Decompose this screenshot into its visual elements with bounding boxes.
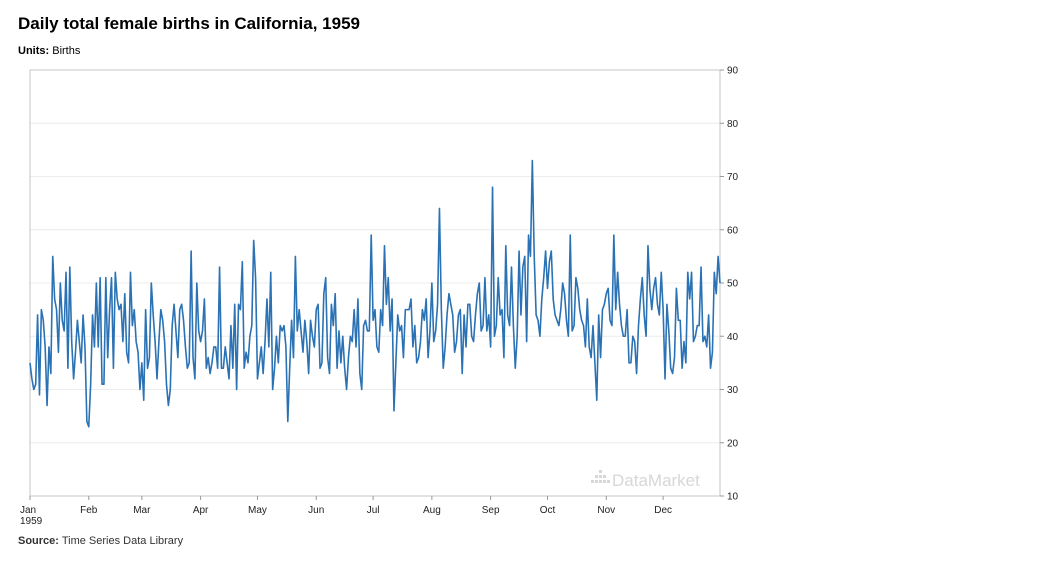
y-tick-label-10: 10 (727, 492, 739, 503)
y-tick-label-50: 50 (727, 279, 739, 290)
units-key: Units: (18, 45, 50, 57)
y-tick-label-90: 90 (727, 66, 739, 77)
x-tick-label-oct: Oct (540, 505, 556, 516)
series-group (29, 159, 721, 428)
source-value: Time Series Data Library (61, 535, 184, 547)
source-note: Source: Time Series Data Library (18, 535, 183, 547)
logo-dot (603, 480, 606, 483)
logo-dot (603, 475, 606, 478)
y-tick-label-30: 30 (727, 385, 739, 396)
logo-dot (591, 480, 594, 483)
logo-dot (595, 475, 598, 478)
source-key: Source: (18, 535, 59, 547)
x-tick-label-jun: Jun (308, 505, 324, 516)
logo-dot (599, 480, 602, 483)
datamarket-watermark: DataMarket (612, 471, 700, 490)
logo-dot (599, 470, 602, 473)
logo-dot (607, 480, 610, 483)
logo-dot (599, 475, 602, 478)
x-tick-label-may: May (248, 505, 267, 516)
y-tick-label-40: 40 (727, 332, 739, 343)
y-tick-label-20: 20 (727, 438, 739, 449)
y-tick-label-70: 70 (727, 172, 739, 183)
x-tick-label-mar: Mar (133, 505, 151, 516)
series-line-births (29, 159, 721, 428)
logo-dot (595, 480, 598, 483)
chart-title: Daily total female births in California,… (18, 14, 360, 33)
x-tick-sublabel-year: 1959 (20, 516, 43, 527)
x-tick-label-dec: Dec (654, 505, 672, 516)
units-value: Births (52, 45, 81, 57)
x-tick-label-jul: Jul (367, 505, 380, 516)
x-tick-label-apr: Apr (193, 505, 209, 516)
x-tick-label-aug: Aug (423, 505, 441, 516)
x-tick-label-jan: Jan (20, 505, 36, 516)
x-tick-label-nov: Nov (597, 505, 615, 516)
grid-lines (30, 122, 720, 444)
units-label: Units: Births (18, 45, 80, 57)
x-tick-label-sep: Sep (482, 505, 500, 516)
y-tick-label-80: 80 (727, 119, 739, 130)
y-tick-label-60: 60 (727, 225, 739, 236)
datamarket-logo-icon (591, 470, 610, 483)
x-tick-label-feb: Feb (80, 505, 98, 516)
y-axis: 10 20 30 40 50 60 70 80 90 (720, 66, 739, 503)
